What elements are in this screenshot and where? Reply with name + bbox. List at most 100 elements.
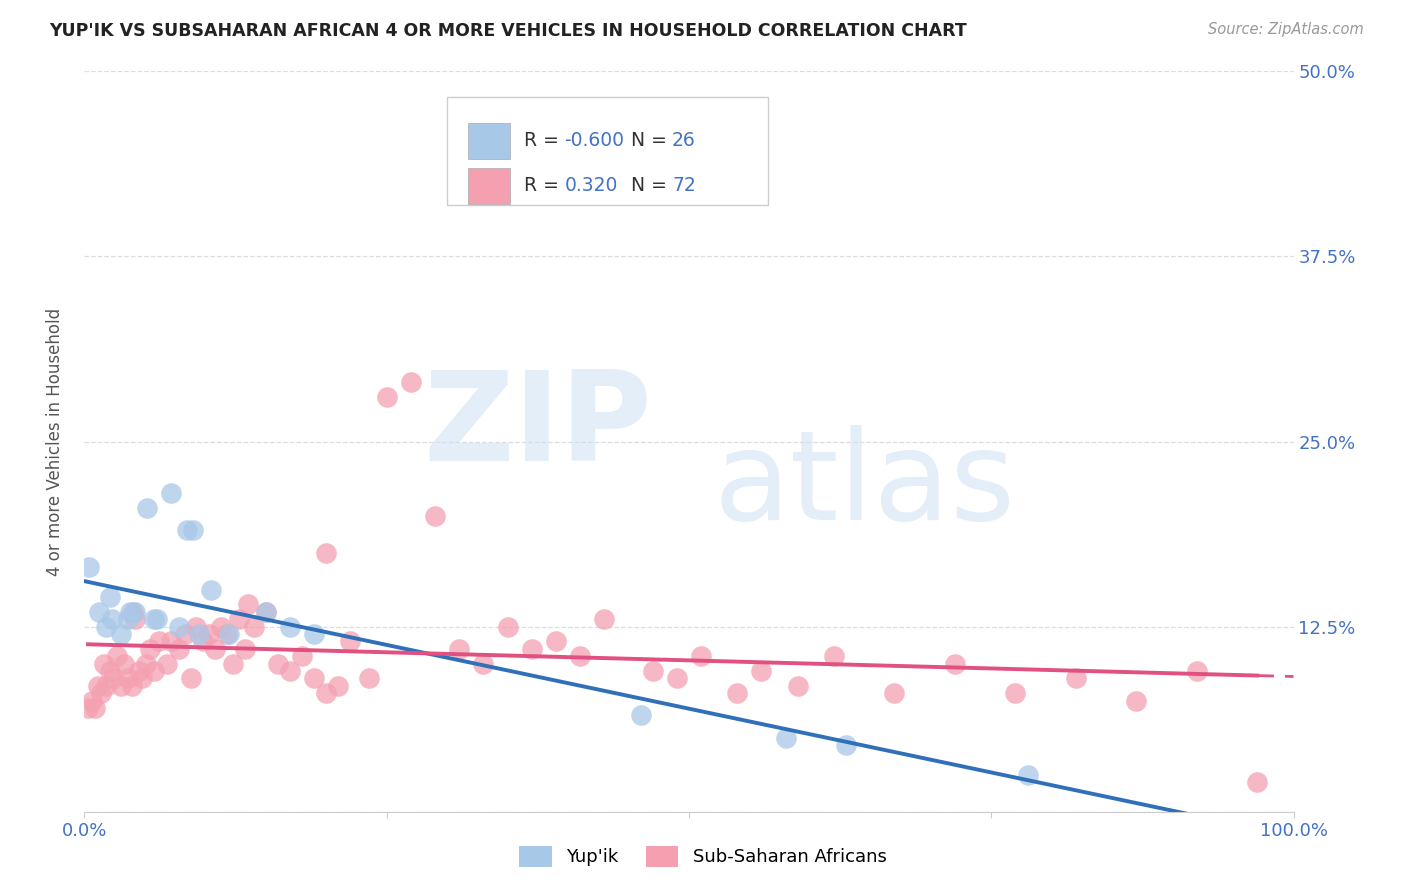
Point — [135, 657, 157, 671]
Text: Source: ZipAtlas.com: Source: ZipAtlas.com — [1208, 22, 1364, 37]
Text: atlas: atlas — [713, 425, 1015, 547]
Point — [291, 649, 314, 664]
Point — [472, 657, 495, 671]
Point — [167, 619, 190, 633]
Point — [103, 672, 125, 686]
FancyBboxPatch shape — [468, 123, 510, 159]
Point — [751, 664, 773, 678]
Point — [883, 686, 905, 700]
Point — [121, 605, 143, 619]
Point — [101, 612, 124, 626]
Point — [496, 619, 519, 633]
Point — [200, 582, 222, 597]
Point — [86, 679, 108, 693]
Point — [630, 708, 652, 723]
Point — [254, 605, 277, 619]
Point — [180, 672, 202, 686]
Point — [786, 679, 808, 693]
Point — [117, 612, 139, 626]
Point — [167, 641, 190, 656]
Point — [93, 657, 115, 671]
Point — [254, 605, 277, 619]
Point — [339, 634, 361, 648]
Point — [80, 694, 103, 708]
Point — [544, 634, 567, 648]
Point — [105, 649, 128, 664]
Point — [110, 627, 132, 641]
Point — [120, 605, 142, 619]
Point — [1246, 775, 1268, 789]
Point — [423, 508, 446, 523]
Point — [357, 672, 380, 686]
Point — [449, 641, 471, 656]
Point — [267, 657, 290, 671]
Point — [155, 657, 177, 671]
Point — [569, 649, 592, 664]
Point — [242, 619, 264, 633]
Point — [233, 641, 256, 656]
Text: -0.600: -0.600 — [564, 131, 624, 151]
Text: R =: R = — [524, 177, 571, 195]
Point — [315, 686, 337, 700]
Point — [94, 619, 117, 633]
Point — [121, 679, 143, 693]
Point — [690, 649, 713, 664]
Point — [98, 664, 121, 678]
Point — [1125, 694, 1147, 708]
Point — [302, 672, 325, 686]
Point — [1185, 664, 1208, 678]
Point — [117, 672, 139, 686]
Point — [835, 738, 858, 752]
Point — [1064, 672, 1087, 686]
Point — [77, 560, 100, 574]
Point — [1017, 767, 1039, 781]
Point — [173, 627, 195, 641]
Point — [77, 701, 100, 715]
Text: 0.320: 0.320 — [564, 177, 617, 195]
Point — [228, 612, 250, 626]
Point — [146, 612, 169, 626]
Point — [775, 731, 797, 745]
Y-axis label: 4 or more Vehicles in Household: 4 or more Vehicles in Household — [45, 308, 63, 575]
Point — [160, 486, 183, 500]
Point — [641, 664, 664, 678]
Point — [375, 390, 398, 404]
Text: R =: R = — [524, 131, 565, 151]
Point — [160, 634, 183, 648]
Point — [520, 641, 543, 656]
Text: 26: 26 — [672, 131, 696, 151]
Text: N =: N = — [619, 131, 672, 151]
Point — [725, 686, 748, 700]
Point — [148, 634, 170, 648]
Text: YUP'IK VS SUBSAHARAN AFRICAN 4 OR MORE VEHICLES IN HOUSEHOLD CORRELATION CHART: YUP'IK VS SUBSAHARAN AFRICAN 4 OR MORE V… — [49, 22, 967, 40]
Point — [222, 657, 245, 671]
Point — [218, 627, 240, 641]
Point — [181, 524, 204, 538]
Text: ZIP: ZIP — [423, 367, 651, 487]
Point — [188, 627, 211, 641]
Point — [593, 612, 616, 626]
Point — [90, 686, 112, 700]
Point — [823, 649, 845, 664]
Point — [87, 605, 110, 619]
Point — [399, 376, 422, 390]
Point — [128, 664, 150, 678]
Point — [278, 664, 301, 678]
FancyBboxPatch shape — [447, 97, 768, 204]
Point — [215, 627, 238, 641]
Point — [209, 619, 232, 633]
FancyBboxPatch shape — [468, 169, 510, 203]
Point — [302, 627, 325, 641]
Point — [198, 627, 221, 641]
Point — [138, 641, 160, 656]
Point — [184, 619, 207, 633]
Text: 72: 72 — [672, 177, 696, 195]
Point — [110, 679, 132, 693]
Point — [176, 524, 198, 538]
Point — [143, 612, 166, 626]
Point — [84, 701, 107, 715]
Point — [143, 664, 166, 678]
Text: N =: N = — [619, 177, 672, 195]
Point — [131, 672, 153, 686]
Point — [315, 546, 337, 560]
